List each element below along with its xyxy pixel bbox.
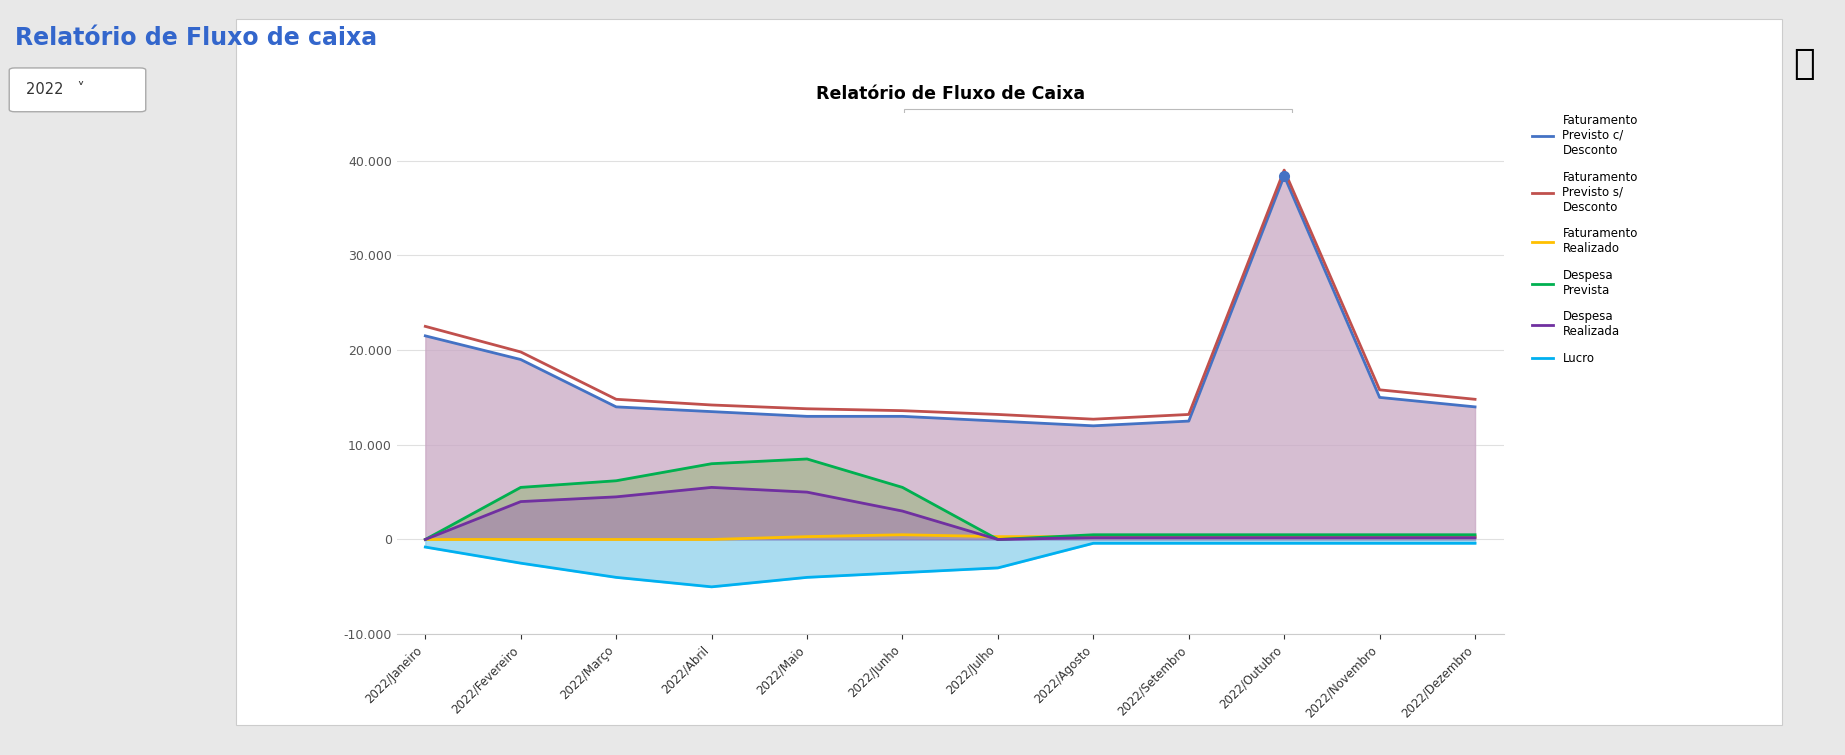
Text: 💰: 💰	[1793, 47, 1815, 82]
FancyBboxPatch shape	[236, 19, 1782, 725]
Text: 2022   ˅: 2022 ˅	[26, 82, 85, 97]
Legend: Faturamento
Previsto c/
Desconto, Faturamento
Previsto s/
Desconto, Faturamento
: Faturamento Previsto c/ Desconto, Fatura…	[1531, 114, 1638, 365]
Text: 38.388,46: 38.388,46	[1135, 156, 1210, 169]
FancyBboxPatch shape	[904, 109, 1292, 200]
Text: 2022/Outubro: 2022/Outubro	[922, 123, 1042, 138]
FancyBboxPatch shape	[9, 68, 146, 112]
Title: Relatório de Fluxo de Caixa: Relatório de Fluxo de Caixa	[815, 85, 1085, 103]
Text: Faturamento Previsto c/ Desconto:: Faturamento Previsto c/ Desconto:	[922, 156, 1157, 169]
Text: Relatório de Fluxo de caixa: Relatório de Fluxo de caixa	[15, 26, 376, 51]
